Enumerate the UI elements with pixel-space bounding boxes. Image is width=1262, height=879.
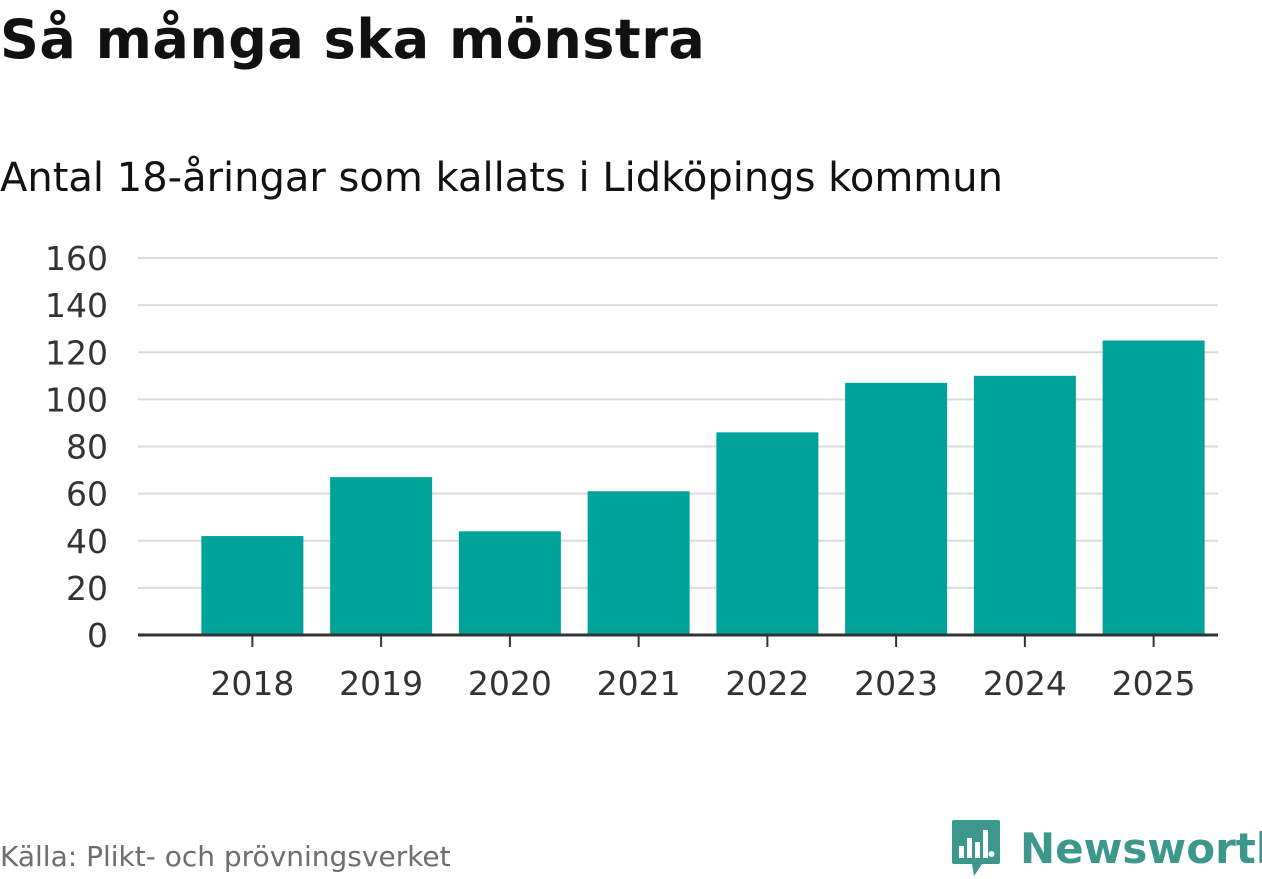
y-tick-label: 120 (45, 333, 108, 372)
y-axis-tick-labels: 0 20 40 60 80 100 120 140 160 (45, 239, 108, 655)
brand-name: Newsworthy (1020, 823, 1262, 873)
x-tick-label: 2023 (854, 664, 938, 703)
y-tick-label: 0 (87, 616, 108, 655)
y-tick-label: 80 (66, 428, 108, 467)
chart-title: Så många ska mönstra (0, 8, 706, 71)
y-tick-label: 160 (45, 239, 108, 278)
x-tick-label: 2019 (339, 664, 423, 703)
x-axis (138, 633, 1218, 647)
bar-2022 (716, 432, 819, 635)
chart-subtitle: Antal 18-åringar som kallats i Lidköping… (0, 155, 1003, 201)
x-axis-tick-labels: 2018 2019 2020 2021 2022 2023 2024 2025 (210, 664, 1195, 703)
bar-2025 (1102, 340, 1205, 635)
y-tick-label: 20 (66, 569, 108, 608)
x-tick-label: 2025 (1112, 664, 1196, 703)
x-tick-label: 2024 (983, 664, 1067, 703)
source-note: Källa: Plikt- och prövningsverket (0, 840, 451, 873)
y-tick-label: 60 (66, 475, 108, 514)
y-tick-label: 100 (45, 380, 108, 419)
y-tick-label: 140 (45, 286, 108, 325)
x-tick-label: 2022 (725, 664, 809, 703)
bar-2024 (973, 375, 1076, 635)
newsworthy-chart-bubble-icon (952, 820, 1000, 876)
x-tick-label: 2021 (597, 664, 681, 703)
newsworthy-logo: Newsworthy (950, 818, 1262, 878)
x-tick-label: 2020 (468, 664, 552, 703)
bar-2019 (330, 477, 433, 635)
bars (201, 340, 1205, 635)
bar-2018 (201, 536, 304, 635)
bar-2023 (845, 382, 948, 635)
bar-2020 (458, 531, 561, 635)
bar-2021 (587, 491, 690, 635)
y-tick-label: 40 (66, 522, 108, 561)
x-tick-label: 2018 (210, 664, 294, 703)
